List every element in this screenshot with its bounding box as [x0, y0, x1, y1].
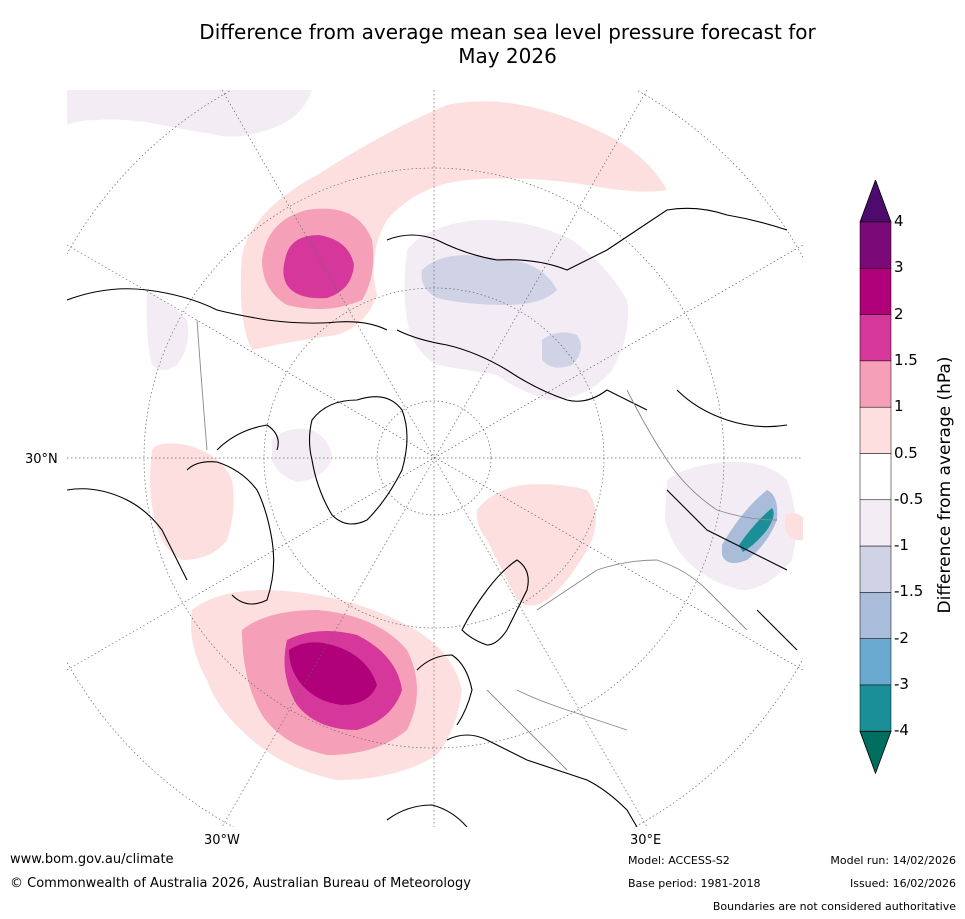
colorbar-tick-label: 0.5 [894, 443, 918, 462]
footer-copyright: © Commonwealth of Australia 2026, Austra… [10, 876, 471, 891]
colorbar-segment [859, 638, 892, 686]
lon-label-30w: 30°W [204, 833, 240, 848]
footer-website[interactable]: www.bom.gov.au/climate [10, 852, 174, 867]
colorbar-tick-label: -2 [894, 628, 909, 647]
title-line-2: May 2026 [458, 44, 557, 68]
anomaly-region-pacific-medium [283, 235, 354, 299]
borders [196, 319, 778, 771]
graticule [67, 90, 803, 827]
border-asia [626, 389, 778, 521]
colorbar-tick-label: -0.5 [894, 489, 924, 508]
footer-model-run: Model run: 14/02/2026 [830, 854, 956, 867]
map-svg [67, 90, 803, 827]
colorbar-tick-label: 4 [894, 212, 904, 230]
colorbar-segment [859, 499, 892, 547]
lat-label-30n: 30°N [25, 452, 58, 467]
anomaly-region-asia-east-pink [785, 513, 803, 541]
colorbar-segment [859, 684, 892, 732]
anomaly-region-russia-pink [476, 484, 596, 606]
anomaly-region-siberia-blue-2 [542, 332, 581, 368]
colorbar-segment [859, 221, 892, 269]
anomaly-region-alaska-lavender [146, 290, 189, 370]
coast-greenland [308, 396, 408, 525]
coast-siberia [386, 207, 788, 411]
footer-model: Model: ACCESS-S2 [628, 854, 730, 867]
colorbar-extend-max [859, 178, 892, 223]
coast-alaska [67, 288, 388, 331]
colorbar-tick-label: 1 [894, 397, 904, 416]
anomaly-region-canada-pink [150, 443, 234, 560]
anomaly-region-siberia-blue-1 [421, 255, 557, 305]
colorbar-tick-label: 1.5 [894, 350, 918, 369]
colorbar-tick-label: -1.5 [894, 582, 924, 601]
title-line-1: Difference from average mean sea level p… [199, 20, 816, 44]
border-europe [486, 689, 628, 771]
coastlines [67, 207, 798, 827]
colorbar-tick-label: 3 [894, 258, 904, 277]
footer-base-period: Base period: 1981-2018 [628, 877, 761, 890]
anomaly-region-asia-teal [739, 508, 774, 552]
colorbar-tick-label: -4 [894, 721, 909, 740]
colorbar-segment [859, 360, 892, 408]
coast-canada-arctic [67, 424, 279, 605]
graticule-meridian-6 [221, 90, 648, 827]
coast-asia-east [666, 389, 798, 651]
coast-europe [386, 654, 638, 827]
colorbar-title: Difference from average (hPa) [935, 356, 955, 614]
colorbar-tick-label: -1 [894, 536, 909, 555]
colorbar-segment [859, 314, 892, 362]
chart-title: Difference from average mean sea level p… [100, 20, 915, 68]
footer-issued: Issued: 16/02/2026 [849, 877, 956, 890]
colorbar-segment [859, 453, 892, 501]
coast-scandinavia [461, 559, 529, 646]
colorbar-tick-label: -3 [894, 675, 909, 693]
polar-map [67, 90, 803, 827]
colorbar-segment [859, 592, 892, 639]
anomaly-region-atlantic-dark [289, 642, 377, 705]
anomaly-region-arctic-lavender [272, 428, 332, 482]
colorbar-segment [859, 406, 892, 454]
colorbar [858, 178, 965, 785]
border-canada-alaska [196, 319, 208, 451]
anomaly-region-nw-lavender [67, 90, 312, 137]
colorbar-segment [859, 268, 892, 315]
lon-label-30e: 30°E [630, 833, 662, 848]
colorbar-segment [859, 545, 892, 593]
border-russia [536, 559, 748, 631]
colorbar-extend-min [859, 730, 892, 775]
footer-disclaimer: Boundaries are not considered authoritat… [712, 900, 956, 913]
colorbar-svg [859, 178, 892, 775]
colorbar-tick-label: 2 [894, 304, 904, 323]
